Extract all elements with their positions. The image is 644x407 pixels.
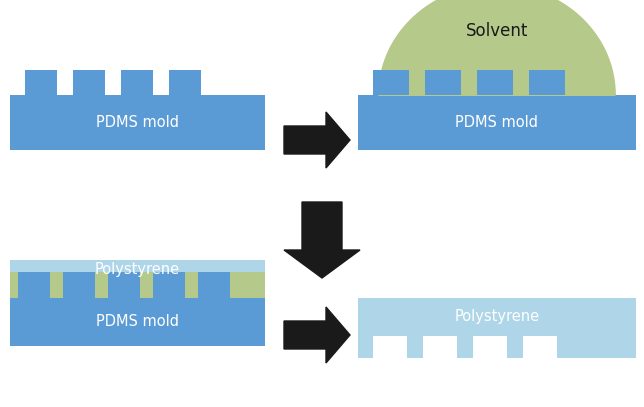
Bar [477,70,513,95]
Bar [50,272,63,298]
Bar [18,272,50,298]
Bar [10,298,265,346]
Bar [185,272,198,298]
Bar [25,70,57,95]
Bar [153,272,185,298]
Bar [358,298,636,358]
Bar [73,70,105,95]
Polygon shape [379,0,615,95]
Bar [529,70,565,95]
Bar [523,336,557,358]
Bar [425,70,461,95]
Bar [121,70,153,95]
Bar [140,272,153,298]
Bar [108,272,140,298]
Bar [198,272,230,298]
Bar [63,272,95,298]
Text: PDMS mold: PDMS mold [96,115,179,130]
Bar [423,336,457,358]
Bar [477,70,513,95]
Text: Polystyrene: Polystyrene [95,262,180,277]
Bar [373,70,409,95]
Text: PDMS mold: PDMS mold [96,315,179,330]
Bar [373,70,409,95]
Polygon shape [284,307,350,363]
Bar [169,70,201,95]
Text: PDMS mold: PDMS mold [455,115,538,130]
Bar [95,272,108,298]
Bar [10,260,265,298]
Text: Polystyrene: Polystyrene [455,309,540,324]
Bar [358,95,636,150]
Bar [230,272,265,298]
Polygon shape [284,112,350,168]
Bar [10,272,18,298]
Bar [425,70,461,95]
Text: Solvent: Solvent [466,22,528,40]
Bar [529,70,565,95]
Bar [10,95,265,150]
Bar [373,336,407,358]
Bar [473,336,507,358]
Polygon shape [284,202,360,278]
